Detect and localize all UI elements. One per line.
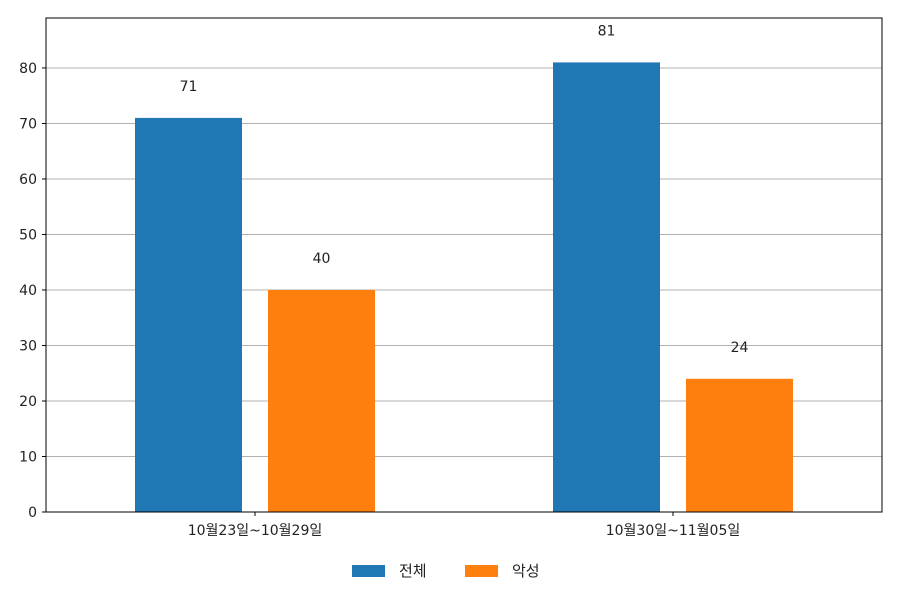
bars [135, 62, 793, 513]
data-label: 71 [180, 79, 198, 95]
y-tick-label: 10 [19, 449, 37, 465]
data-label: 40 [313, 251, 331, 267]
legend: 전체 악성 [352, 562, 540, 580]
bar [553, 62, 660, 513]
y-tick-label: 30 [19, 338, 37, 354]
y-tick-label: 50 [19, 227, 37, 243]
legend-label: 악성 [512, 562, 540, 580]
x-axis-ticks: 10월23일~10월29일 10월30일~11월05일 [188, 512, 741, 539]
y-tick-label: 0 [28, 505, 37, 521]
y-tick-label: 20 [19, 394, 37, 410]
y-axis-ticks: 0 10 20 30 40 50 60 70 80 [19, 61, 46, 521]
legend-swatch [465, 565, 498, 577]
plot-frame [45, 17, 883, 513]
bar [686, 378, 793, 512]
bar [268, 289, 375, 512]
y-tick-label: 60 [19, 172, 37, 188]
y-tick-label: 40 [19, 283, 37, 299]
data-label: 81 [598, 23, 616, 39]
y-tick-label: 70 [19, 116, 37, 132]
legend-label: 전체 [399, 562, 427, 580]
data-label: 24 [731, 340, 749, 356]
legend-swatch [352, 565, 385, 577]
data-labels: 71 40 81 24 [180, 23, 749, 355]
y-tick-label: 80 [19, 61, 37, 77]
x-tick-label: 10월23일~10월29일 [188, 523, 323, 539]
bar [135, 117, 242, 513]
x-tick-label: 10월30일~11월05일 [606, 523, 741, 539]
